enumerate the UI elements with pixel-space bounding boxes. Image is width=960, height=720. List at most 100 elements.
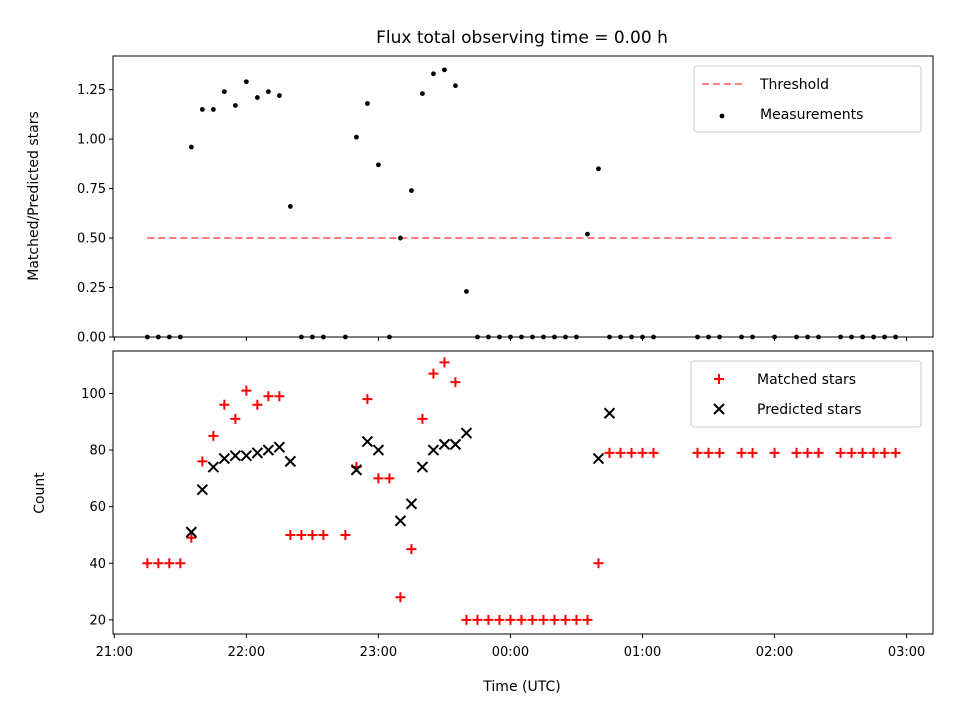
matched-star-point (714, 447, 725, 458)
matched-star-point (736, 447, 747, 458)
measurement-point (265, 89, 271, 95)
measurement-point (221, 89, 227, 95)
measurement-point (486, 334, 491, 340)
matched-star-point (835, 447, 846, 458)
predicted-star-point (240, 450, 253, 462)
legend-box (693, 65, 922, 133)
measurement-point (144, 334, 150, 340)
matched-star-point (516, 614, 527, 625)
matched-star-point (813, 447, 824, 458)
legend-label: Predicted stars (757, 402, 862, 418)
matched-star-point (362, 394, 373, 405)
measurement-point (354, 134, 359, 140)
matched-star-point (417, 413, 428, 424)
matched-star-point (560, 614, 571, 625)
y-tick-label: 1.25 (77, 83, 106, 98)
x-tick-label: 23:00 (360, 645, 397, 660)
matched-star-point (769, 447, 780, 458)
matched-star-point (747, 447, 758, 458)
bottom-y-axis-label: Count (32, 472, 48, 514)
measurement-point (860, 334, 865, 340)
measurement-point (541, 334, 546, 340)
measurement-point (431, 71, 436, 77)
matched-star-point (274, 391, 285, 402)
predicted-star-point (460, 427, 473, 439)
matched-star-point (373, 473, 384, 484)
measurement-point (695, 334, 700, 340)
x-axis-label: Time (UTC) (482, 679, 560, 695)
measurement-point (596, 166, 601, 172)
matched-star-point (549, 614, 560, 625)
matched-star-point (868, 447, 879, 458)
measurement-point (574, 334, 579, 340)
measurement-point (166, 334, 172, 340)
predicted-star-point (603, 407, 616, 419)
matched-star-point (186, 532, 197, 543)
matched-star-point (318, 529, 329, 540)
y-tick-label: 0.00 (77, 331, 106, 346)
matched-star-point (340, 529, 351, 540)
measurement-point (893, 334, 898, 340)
measurement-point (232, 103, 238, 108)
legend-predicted-swatch (713, 403, 725, 415)
measurement-point (254, 95, 260, 100)
predicted-star-point (350, 464, 363, 476)
matched-star-point (406, 544, 417, 555)
matched-star-point (582, 614, 593, 625)
measurement-point (706, 334, 711, 340)
measurement-point (497, 334, 502, 340)
measurement-point (365, 101, 370, 106)
measurement-point (717, 334, 722, 340)
y-tick-label: 1.00 (77, 133, 106, 148)
matched-star-point (505, 614, 516, 625)
matched-star-point (802, 447, 813, 458)
measurement-point (398, 235, 403, 241)
measurement-point (309, 334, 315, 340)
matched-star-point (175, 558, 186, 569)
predicted-star-point (405, 498, 418, 510)
legend-label: Matched stars (757, 372, 856, 388)
measurement-point (585, 231, 590, 237)
matched-star-point (307, 529, 318, 540)
matched-star-point (846, 447, 857, 458)
predicted-star-point (207, 461, 220, 473)
x-tick-label: 00:00 (492, 645, 529, 660)
x-tick-label: 03:00 (888, 645, 925, 660)
predicted-star-point (218, 452, 231, 465)
measurement-point (464, 289, 469, 294)
measurement-point (276, 93, 282, 98)
matched-star-point (461, 614, 472, 625)
legend-matched-swatch (714, 374, 724, 384)
measurement-point (298, 334, 304, 340)
matched-star-point (538, 614, 549, 625)
predicted-star-point (361, 435, 374, 448)
measurement-point (519, 334, 524, 340)
matched-star-point (439, 357, 450, 368)
matched-star-point (527, 614, 538, 625)
y-tick-label: 60 (89, 500, 106, 515)
measurement-point (750, 334, 755, 340)
predicted-star-point (273, 441, 286, 453)
measurement-point (618, 334, 623, 340)
measurement-point (442, 67, 447, 73)
matched-star-point (648, 447, 659, 458)
measurement-point (772, 334, 777, 340)
predicted-star-point (262, 444, 275, 456)
matched-star-point (593, 558, 604, 569)
matched-star-point (164, 558, 175, 569)
top-y-axis-label: Matched/Predicted stars (26, 111, 42, 281)
x-tick-label: 22:00 (228, 645, 265, 660)
matched-star-point (791, 447, 802, 458)
bottom-panel: 20 40 60 80 100 21:00 22:00 23:00 00:00 01:00 02:0… (81, 350, 934, 660)
matched-star-point (153, 558, 164, 569)
matched-star-point (494, 614, 505, 625)
axes-frame (112, 350, 934, 635)
measurement-point (805, 334, 810, 340)
y-tick-label: 20 (89, 613, 106, 628)
matched-star-point (626, 447, 637, 458)
y-tick-label: 100 (81, 387, 106, 402)
matched-star-point (703, 447, 714, 458)
predicted-star-point (427, 444, 440, 456)
matched-star-point (197, 456, 208, 467)
